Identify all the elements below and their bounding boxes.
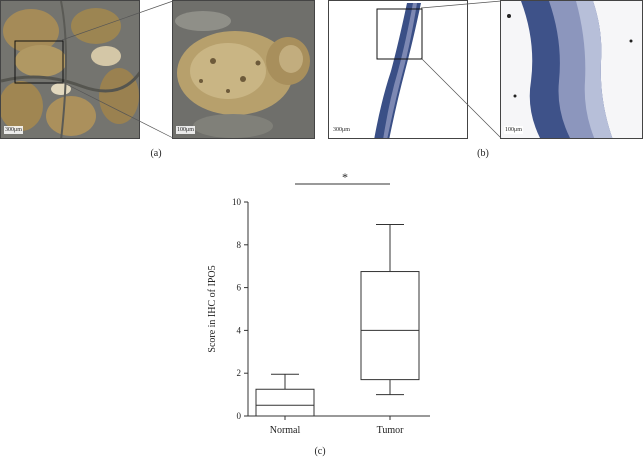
scale-bar-label: 300μm [4,126,23,134]
panel-a-label: (a) [150,148,162,159]
micrograph-a-zoom-image [173,1,314,138]
boxes [255,223,420,417]
micrograph-a-overview: 300μm [0,0,140,139]
micrograph-a-zoom: 100μm [172,0,315,139]
panel-a: 300μm 100μm [0,0,315,140]
micrograph-b-overview-image [329,1,467,138]
scale-bar-label: 100μm [176,126,195,134]
y-tick-label: 10 [232,197,242,207]
micrograph-b-zoom: 100μm [500,0,643,139]
panel-b: 300μm 100μm [328,0,643,140]
scale-bar-label: 300μm [332,126,351,134]
y-tick-label: 8 [237,240,242,250]
significance-marker: * [342,170,348,184]
micrograph-b-zoom-image [501,1,642,138]
panel-b-label: (b) [477,148,489,159]
micrograph-b-overview: 300μm [328,0,468,139]
y-axis-title: Score in IHC of IPO5 [207,265,218,352]
y-tick-label: 0 [237,411,242,421]
panel-c-label: (c) [314,446,326,457]
y-tick-label: 2 [237,368,242,378]
scale-bar-label: 100μm [504,126,523,134]
x-tick-label: Tumor [377,425,405,436]
micrograph-a-overview-image [1,1,139,138]
box-tumor [360,271,420,381]
x-tick-label: Normal [270,425,301,436]
y-tick-label: 4 [237,325,242,335]
box-normal [255,388,315,417]
y-tick-label: 6 [237,283,242,293]
